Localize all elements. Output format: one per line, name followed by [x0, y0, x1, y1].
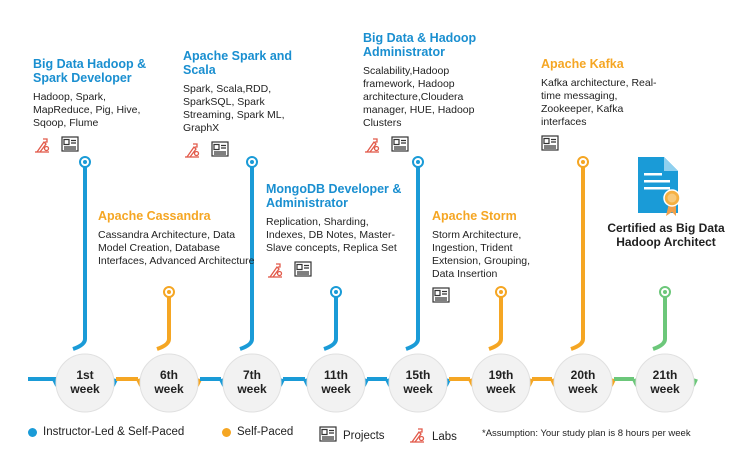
course-title: Apache Cassandra	[98, 209, 211, 223]
week-circle	[635, 353, 695, 413]
week-label: 19th week	[475, 368, 527, 396]
week-circle	[306, 353, 366, 413]
legend-labs: Labs	[408, 426, 457, 447]
week-number: 7th	[243, 368, 261, 382]
labs-icon	[183, 141, 201, 164]
course-cassandra: Apache Cassandra Cassandra Architecture,…	[98, 209, 258, 268]
course-desc: Storm Architecture, Ingestion, Trident E…	[432, 229, 531, 280]
orange-dot-icon	[222, 427, 231, 437]
week-number: 19th	[488, 368, 514, 382]
course-title: Big Data Hadoop & Spark Developer	[33, 57, 147, 85]
certificate-text: Certified as Big Data Hadoop Architect	[607, 221, 725, 249]
week-circle	[139, 353, 199, 413]
course-kafka: Apache Kafka Kafka architecture, Real-ti…	[541, 57, 666, 156]
week-unit: week	[70, 382, 100, 396]
course-desc: Scalability,Hadoop framework, Hadoop arc…	[363, 65, 475, 129]
course-spark-scala: Apache Spark and Scala Spark, Scala,RDD,…	[183, 49, 313, 164]
course-desc: Replication, Sharding, Indexes, DB Notes…	[266, 216, 397, 254]
labs-icon	[266, 261, 284, 284]
labs-icon	[408, 426, 426, 447]
legend-label: Projects	[343, 429, 385, 442]
week-unit: week	[154, 382, 184, 396]
legend-label: Self-Paced	[237, 426, 294, 438]
week-unit: week	[403, 382, 433, 396]
week-circle	[388, 353, 448, 413]
week-number: 6th	[160, 368, 178, 382]
week-label: 6th week	[143, 368, 195, 396]
course-title: Apache Storm	[432, 209, 517, 223]
projects-icon	[541, 135, 559, 156]
course-desc: Hadoop, Spark, MapReduce, Pig, Hive, Sqo…	[33, 91, 141, 129]
projects-icon	[319, 426, 337, 445]
course-title: MongoDB Developer & Administrator	[266, 182, 402, 210]
week-unit: week	[650, 382, 680, 396]
course-storm: Apache Storm Storm Architecture, Ingesti…	[432, 209, 552, 308]
course-title: Big Data & Hadoop Administrator	[363, 31, 477, 59]
course-title: Apache Spark and Scala	[183, 49, 293, 77]
week-number: 20th	[570, 368, 596, 382]
course-desc: Spark, Scala,RDD, SparkSQL, Spark Stream…	[183, 83, 285, 134]
course-title: Apache Kafka	[541, 57, 624, 71]
projects-icon	[432, 287, 450, 308]
course-hadoop-spark-developer: Big Data Hadoop & Spark Developer Hadoop…	[33, 57, 163, 159]
certificate-icon	[638, 157, 681, 216]
week-label: 20th week	[557, 368, 609, 396]
projects-icon	[61, 136, 79, 159]
week-circle	[222, 353, 282, 413]
labs-icon	[33, 136, 51, 159]
week-number: 21th	[652, 368, 678, 382]
week-number: 11th	[323, 368, 348, 382]
course-mongodb: MongoDB Developer & Administrator Replic…	[266, 182, 411, 284]
week-unit: week	[321, 382, 351, 396]
week-unit: week	[568, 382, 598, 396]
course-desc: Cassandra Architecture, Data Model Creat…	[98, 229, 255, 267]
course-hadoop-administrator: Big Data & Hadoop Administrator Scalabil…	[363, 31, 488, 159]
legend-self-paced: Self-Paced	[222, 426, 293, 438]
week-circle	[55, 353, 115, 413]
week-number: 1st	[76, 368, 94, 382]
week-label: 11th week	[310, 368, 362, 396]
legend-label: Instructor-Led & Self-Paced	[43, 426, 185, 438]
week-label: 15th week	[392, 368, 444, 396]
legend-label: Labs	[432, 430, 457, 443]
course-desc: Kafka architecture, Real-time messaging,…	[541, 77, 657, 128]
week-unit: week	[237, 382, 267, 396]
week-label: 7th week	[226, 368, 278, 396]
week-number: 15th	[405, 368, 431, 382]
week-label: 1st week	[59, 368, 111, 396]
blue-dot-icon	[28, 427, 37, 437]
projects-icon	[294, 261, 312, 284]
week-circle	[471, 353, 531, 413]
projects-icon	[211, 141, 229, 164]
labs-icon	[363, 136, 381, 159]
assumption-note: *Assumption: Your study plan is 8 hours …	[482, 428, 691, 439]
week-unit: week	[486, 382, 516, 396]
week-label: 21th week	[639, 368, 691, 396]
legend-projects: Projects	[319, 426, 385, 445]
legend-instructor: Instructor-Led & Self-Paced	[28, 426, 184, 438]
projects-icon	[391, 136, 409, 159]
week-circle	[553, 353, 613, 413]
